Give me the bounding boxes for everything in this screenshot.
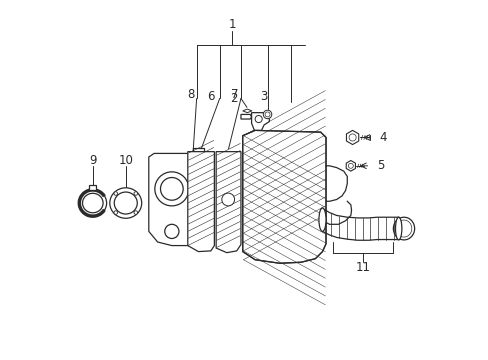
Circle shape [155,172,188,206]
Circle shape [348,134,355,141]
Ellipse shape [82,193,103,213]
Polygon shape [216,152,241,253]
Polygon shape [242,109,251,113]
Polygon shape [346,130,358,145]
Circle shape [114,211,117,214]
Polygon shape [187,152,214,252]
Text: 2: 2 [230,92,237,105]
Circle shape [134,192,137,195]
Ellipse shape [114,192,137,214]
Ellipse shape [79,190,106,216]
Ellipse shape [318,208,325,231]
Text: 10: 10 [118,154,133,167]
Text: 5: 5 [377,159,384,172]
Circle shape [164,224,179,238]
Ellipse shape [395,217,401,240]
Circle shape [263,110,271,119]
Circle shape [264,112,269,117]
Text: 7: 7 [230,88,238,101]
Polygon shape [148,153,203,246]
Bar [89,185,96,190]
Polygon shape [242,130,325,263]
Text: 8: 8 [187,88,195,101]
Circle shape [255,116,262,123]
Circle shape [114,192,117,195]
Polygon shape [346,161,355,171]
Text: 11: 11 [355,261,370,274]
Polygon shape [251,113,269,130]
Text: 1: 1 [228,18,235,31]
Circle shape [134,211,137,214]
Text: 3: 3 [260,90,267,103]
Ellipse shape [110,188,142,218]
Text: 4: 4 [378,131,386,144]
Polygon shape [241,114,251,119]
Circle shape [160,177,183,200]
Circle shape [222,193,234,206]
Text: 6: 6 [206,90,214,103]
Circle shape [347,163,353,168]
Text: 9: 9 [89,154,96,167]
